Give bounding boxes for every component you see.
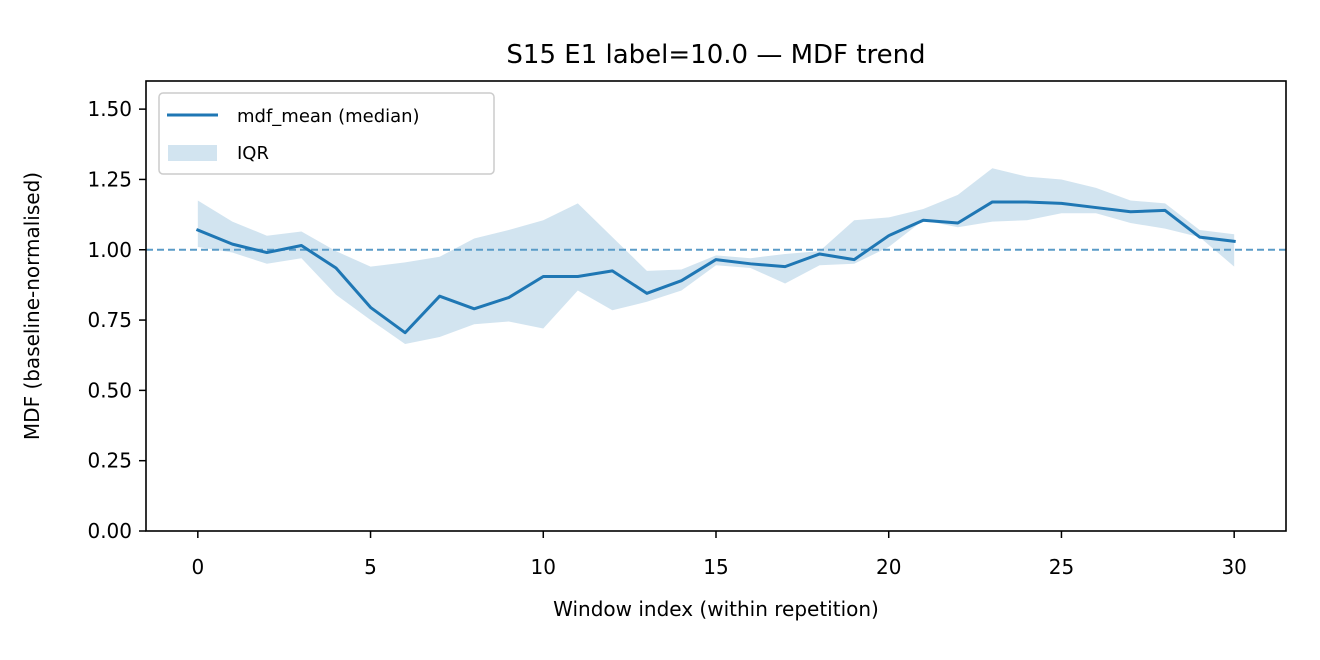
median-point xyxy=(196,228,200,232)
y-tick-label: 0.25 xyxy=(87,449,132,473)
x-axis-label: Window index (within repetition) xyxy=(553,597,879,621)
median-point xyxy=(852,258,856,262)
y-tick-label: 0.50 xyxy=(87,378,132,402)
median-point xyxy=(1059,201,1063,205)
median-point xyxy=(230,242,234,246)
y-tick-label: 0.00 xyxy=(87,519,132,543)
y-tick-label: 1.00 xyxy=(87,238,132,262)
median-point xyxy=(990,200,994,204)
median-point xyxy=(610,269,614,273)
y-tick-label: 1.25 xyxy=(87,167,132,191)
median-point xyxy=(1163,208,1167,212)
x-tick-label: 20 xyxy=(876,555,901,579)
median-point xyxy=(576,274,580,278)
median-point xyxy=(403,331,407,335)
iqr-band xyxy=(197,168,1235,344)
legend-entry-iqr: IQR xyxy=(237,143,269,164)
median-point xyxy=(783,265,787,269)
median-point xyxy=(714,258,718,262)
iqr-band-layer xyxy=(197,168,1235,344)
x-tick-label: 30 xyxy=(1221,555,1246,579)
y-axis-label: MDF (baseline-normalised) xyxy=(20,172,44,440)
legend-band-swatch xyxy=(168,145,217,161)
median-point xyxy=(299,244,303,248)
median-line xyxy=(195,200,1236,335)
median-point xyxy=(1232,239,1236,243)
y-axis: 0.00 0.25 0.50 0.75 1.00 1.25 1.50 xyxy=(87,97,146,543)
median-point xyxy=(265,251,269,255)
median-point xyxy=(1025,200,1029,204)
median-point xyxy=(541,274,545,278)
median-point xyxy=(645,291,649,295)
legend: mdf_mean (median) IQR xyxy=(158,92,495,175)
median-point xyxy=(1129,210,1133,214)
chart-title: S15 E1 label=10.0 — MDF trend xyxy=(506,40,925,70)
median-point xyxy=(438,294,442,298)
median-point xyxy=(334,266,338,270)
y-tick-label: 1.50 xyxy=(87,97,132,121)
x-tick-label: 25 xyxy=(1049,555,1074,579)
x-tick-label: 10 xyxy=(531,555,556,579)
median-point xyxy=(472,307,476,311)
median-point xyxy=(1198,235,1202,239)
legend-box xyxy=(158,92,495,175)
median-point xyxy=(887,234,891,238)
median-point xyxy=(1094,206,1098,210)
median-point xyxy=(369,305,373,309)
x-tick-label: 5 xyxy=(364,555,377,579)
median-point xyxy=(818,252,822,256)
x-tick-label: 0 xyxy=(191,555,204,579)
x-tick-label: 15 xyxy=(703,555,728,579)
median-point xyxy=(507,296,511,300)
median-point xyxy=(921,218,925,222)
median-point xyxy=(749,262,753,266)
median-line-layer xyxy=(195,200,1236,335)
median-point xyxy=(956,221,960,225)
x-axis: 0 5 10 15 20 25 30 xyxy=(191,531,1247,579)
legend-entry-median: mdf_mean (median) xyxy=(237,106,420,127)
y-tick-label: 0.75 xyxy=(87,308,132,332)
median-point xyxy=(679,279,683,283)
